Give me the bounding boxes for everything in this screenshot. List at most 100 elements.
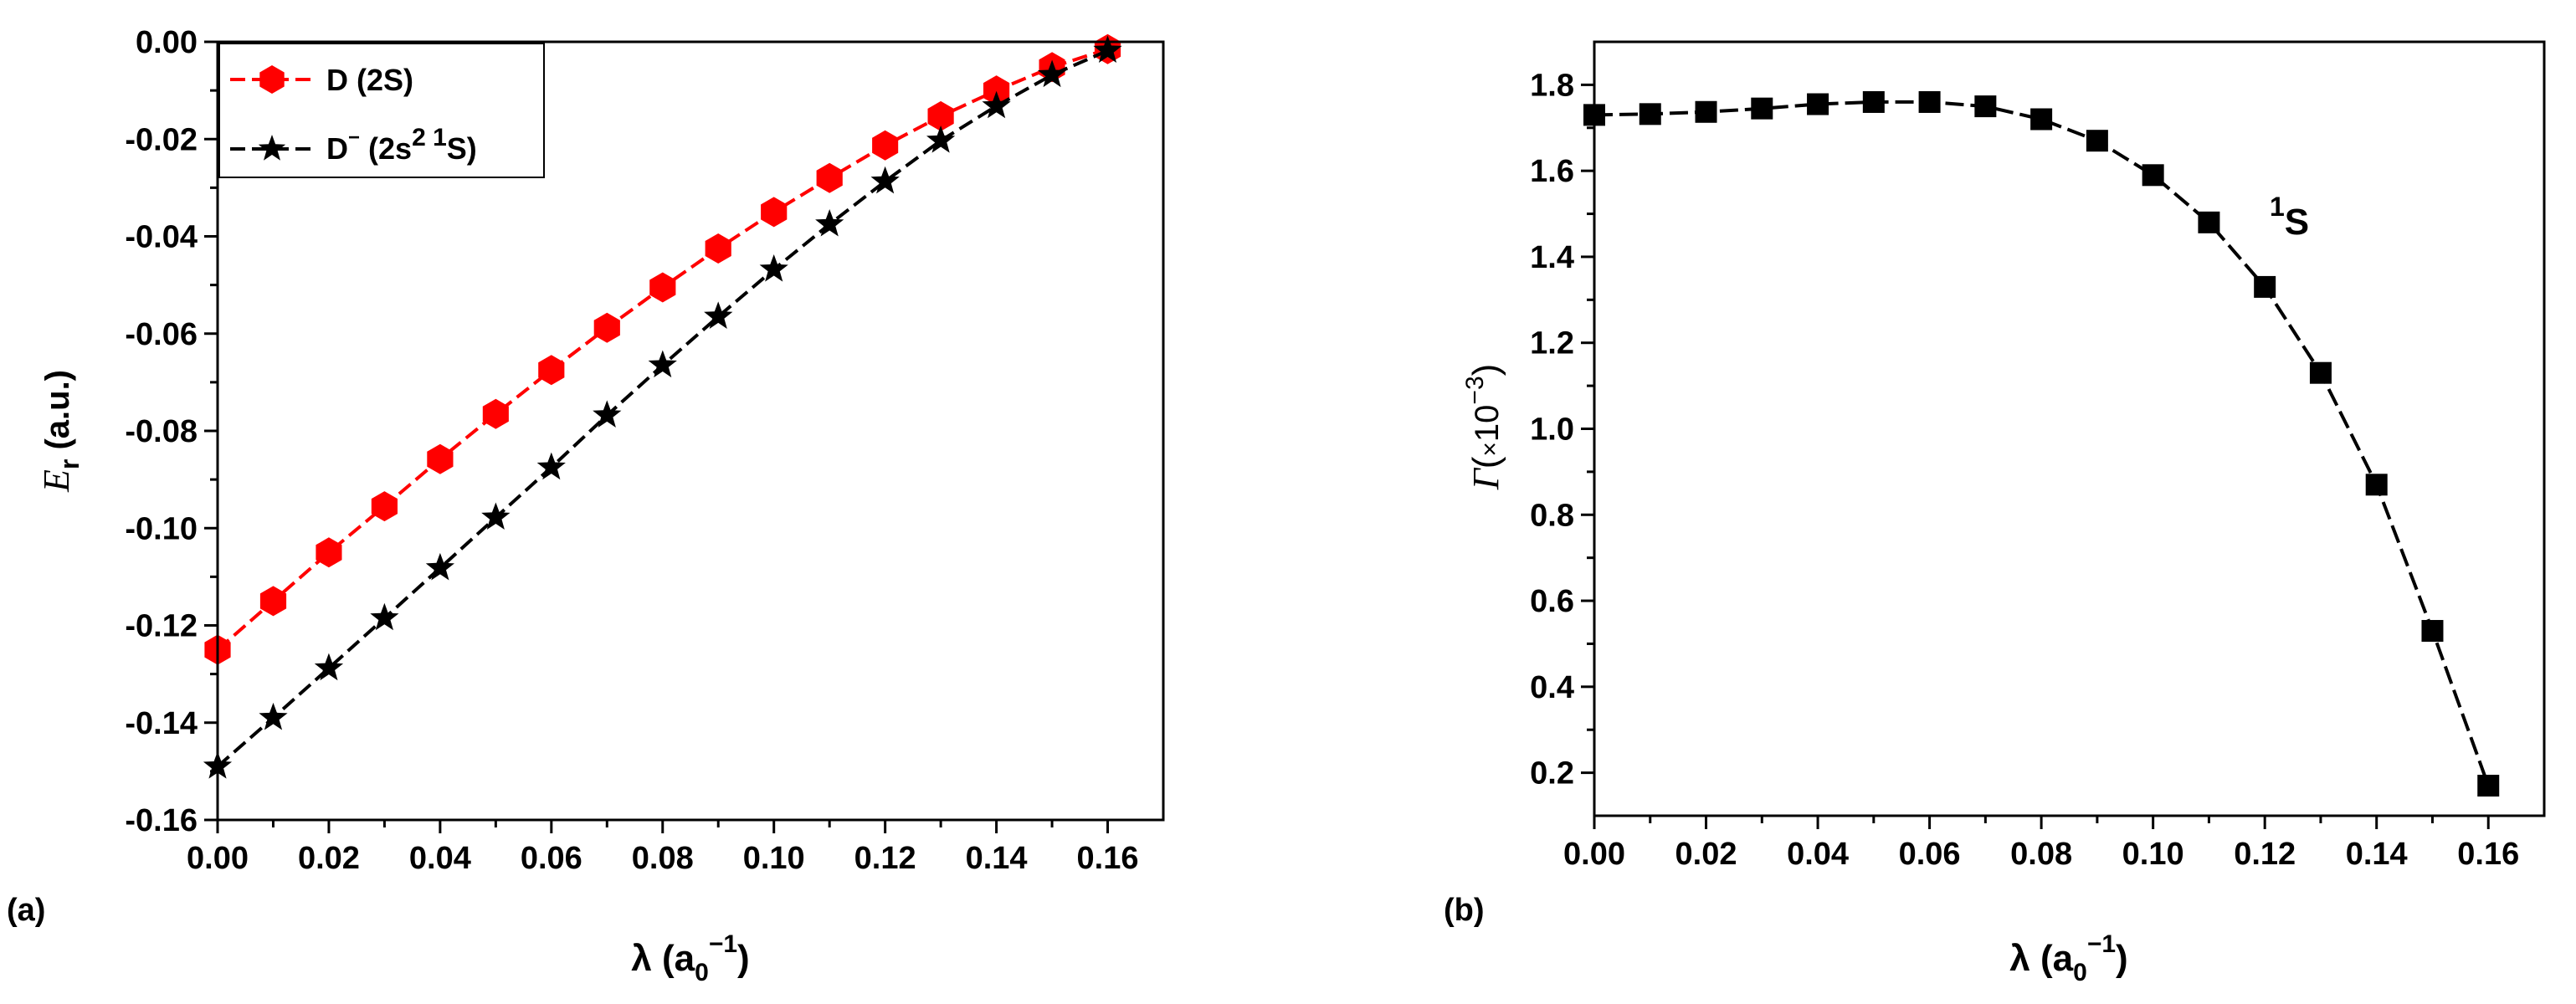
y-tick-label: -0.14 — [125, 706, 198, 741]
data-point-hexagon — [927, 100, 954, 131]
data-point-hexagon — [816, 162, 843, 193]
x-tick-label: 0.16 — [1077, 841, 1139, 876]
data-point-hexagon — [538, 355, 565, 386]
data-point-square — [2086, 130, 2108, 152]
data-point-square — [1807, 93, 1829, 115]
data-point-square — [2477, 775, 2500, 797]
data-point-star — [370, 602, 399, 631]
data-point-hexagon — [316, 537, 342, 568]
legend: D (2S) D− (2s2 1S) — [218, 43, 545, 178]
x-tick-label: 0.08 — [2010, 837, 2072, 872]
panel-a-series — [203, 33, 1122, 779]
panel-a-energy-chart: 0.00 0.02 0.04 0.06 0.08 0.10 0.12 0.14 0.16 0.00… — [7, 25, 1165, 986]
panel-b-annotation-1s: 1S — [2270, 192, 2309, 243]
x-tick-label: 0.00 — [1563, 837, 1625, 872]
panel-b-tick-labels: 0.00 0.02 0.04 0.06 0.08 0.10 0.12 0.14 0.16 0.2 0… — [1530, 68, 2519, 872]
y-tick-label: -0.06 — [125, 317, 198, 352]
y-tick-label: 0.00 — [136, 25, 198, 60]
data-point-hexagon — [983, 75, 1010, 106]
panel-a-plot-frame — [216, 40, 1165, 822]
panel-b-axis-ticks — [1581, 83, 2490, 829]
data-point-hexagon — [649, 272, 676, 303]
panel-b-tag: (b) — [1444, 893, 1485, 928]
x-tick-label: 0.04 — [1787, 837, 1849, 872]
panel-b-y-axis-title: Γ(×10−3) — [1461, 364, 1506, 491]
data-point-star — [481, 502, 511, 530]
y-tick-label: -0.12 — [125, 609, 198, 644]
hexagon-marker-icon — [259, 65, 285, 94]
data-point-square — [1918, 90, 1941, 113]
data-point-star — [982, 90, 1011, 119]
panel-b-series — [1583, 90, 2500, 797]
data-point-square — [1862, 90, 1885, 113]
x-tick-label: 0.00 — [187, 841, 249, 876]
y-tick-label: 1.6 — [1530, 154, 1574, 189]
y-tick-label: 0.6 — [1530, 584, 1574, 619]
y-tick-label: -0.02 — [125, 122, 198, 157]
data-point-square — [2254, 275, 2276, 298]
y-tick-label: -0.08 — [125, 414, 198, 449]
x-tick-label: 0.02 — [1675, 837, 1737, 872]
data-point-star — [259, 702, 288, 730]
y-tick-label: -0.04 — [125, 220, 198, 255]
data-point-hexagon — [761, 197, 788, 228]
x-tick-label: 0.10 — [743, 841, 805, 876]
panel-a-y-axis-title: Er (a.u.) — [36, 370, 85, 493]
data-point-star — [815, 209, 844, 237]
data-point-square — [2309, 361, 2332, 384]
data-point-hexagon — [482, 398, 509, 429]
y-tick-label: 0.4 — [1530, 670, 1574, 705]
data-point-square — [2142, 164, 2164, 187]
data-point-square — [2421, 620, 2444, 643]
data-point-star — [593, 400, 622, 428]
panel-b-plot-frame — [1593, 40, 2546, 817]
y-tick-label: 1.8 — [1530, 68, 1574, 103]
data-point-star — [704, 301, 733, 329]
data-point-star — [536, 452, 566, 480]
data-point-star — [648, 350, 677, 378]
y-tick-label: 1.4 — [1530, 240, 1574, 275]
x-tick-label: 0.12 — [2234, 837, 2296, 872]
x-tick-label: 0.14 — [2346, 837, 2408, 872]
panel-b-width-chart: 0.00 0.02 0.04 0.06 0.08 0.10 0.12 0.14 0.16 0.2 0… — [1444, 40, 2546, 986]
legend-label-d-minus: D− (2s2 1S) — [326, 124, 477, 166]
y-tick-label: 0.8 — [1530, 498, 1574, 533]
series-line-b-0 — [1593, 100, 2491, 786]
legend-item-d-minus: D− (2s2 1S) — [230, 124, 477, 166]
data-point-square — [2365, 474, 2388, 496]
x-tick-label: 0.14 — [966, 841, 1028, 876]
panel-a-tick-labels: 0.00 0.02 0.04 0.06 0.08 0.10 0.12 0.14 0.16 0.00… — [125, 25, 1138, 876]
data-point-square — [1751, 97, 1773, 120]
data-point-hexagon — [593, 312, 620, 343]
y-tick-label: -0.10 — [125, 511, 198, 546]
y-tick-label: 1.0 — [1530, 412, 1574, 448]
data-point-hexagon — [872, 130, 899, 161]
x-tick-label: 0.12 — [854, 841, 916, 876]
panel-b-x-axis-title: λ (a0−1) — [2009, 930, 2127, 986]
x-tick-label: 0.10 — [2122, 837, 2184, 872]
data-point-square — [1974, 95, 1997, 118]
data-point-square — [2198, 211, 2220, 233]
x-tick-label: 0.02 — [298, 841, 360, 876]
data-point-star — [314, 653, 344, 681]
data-point-square — [2030, 108, 2053, 131]
data-point-square — [1639, 103, 1661, 126]
data-point-square — [1695, 100, 1717, 123]
x-tick-label: 0.16 — [2457, 837, 2519, 872]
data-point-star — [870, 166, 900, 194]
data-point-star — [1093, 35, 1122, 63]
x-tick-label: 0.06 — [1899, 837, 1961, 872]
panel-a-x-axis-title: λ (a0−1) — [631, 930, 749, 986]
y-tick-label: 1.2 — [1530, 326, 1574, 361]
data-point-hexagon — [259, 586, 287, 617]
x-tick-label: 0.04 — [409, 841, 471, 876]
y-tick-label: 0.2 — [1530, 756, 1574, 791]
data-point-star — [759, 254, 788, 282]
x-tick-label: 0.08 — [632, 841, 694, 876]
legend-item-d-2s: D (2S) — [230, 63, 413, 97]
star-marker-icon — [258, 135, 286, 161]
legend-label-d-2s: D (2S) — [326, 63, 413, 97]
data-point-hexagon — [371, 491, 398, 522]
data-point-hexagon — [427, 443, 454, 474]
